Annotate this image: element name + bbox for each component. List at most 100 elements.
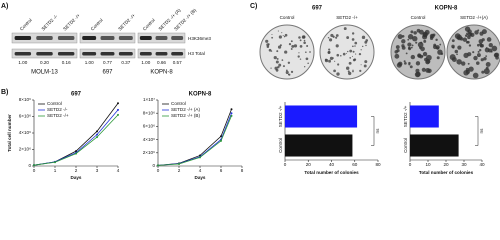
colony-dot [265, 39, 269, 43]
colony-dot [299, 45, 303, 48]
colony-dot [456, 53, 458, 56]
colony-dot [416, 28, 421, 33]
y-tick-label: 4×10⁶ [143, 137, 155, 142]
colony-dot [407, 38, 410, 41]
colony-dot [395, 45, 400, 49]
bar [410, 134, 459, 157]
colony-dot [270, 67, 272, 69]
colony-dot [277, 45, 282, 49]
colony-dot [364, 60, 368, 64]
colony-dot [430, 36, 433, 39]
row-label: H3 Total [188, 51, 205, 56]
colony-dot [328, 48, 331, 51]
colony-dot [348, 61, 352, 65]
blot-signal [14, 52, 32, 56]
blot-signal [82, 52, 97, 56]
colony-dot [353, 58, 357, 61]
colony-dot [477, 50, 480, 53]
colony-dot [290, 40, 293, 43]
colony-dot [476, 43, 480, 47]
colony-dot [483, 68, 490, 75]
colony-dot [468, 66, 474, 72]
colony-dot [360, 64, 362, 66]
lane-label: Control [142, 18, 156, 32]
point [33, 164, 35, 167]
colony-dot [421, 67, 426, 72]
point [220, 139, 222, 142]
x-tick-label: 30 [461, 162, 467, 167]
colony-dot [273, 56, 277, 60]
colony-dot [414, 71, 421, 78]
colony-dot [281, 59, 284, 62]
colony-dot [472, 51, 475, 54]
y-tick-label: 0 [152, 163, 155, 168]
colony-dot [467, 62, 470, 65]
colony-dot [335, 36, 338, 39]
colony-dot [404, 61, 407, 65]
colony-dot [488, 42, 493, 48]
cell-line-label: 697 [102, 70, 113, 76]
colony-dot [351, 55, 353, 57]
colony-dot [401, 44, 405, 48]
blot-signal [155, 52, 168, 56]
colony-dot [271, 34, 273, 36]
colony-dot [481, 38, 485, 42]
x-tick-label: 6 [220, 168, 223, 173]
y-tick-label: 0 [28, 163, 31, 168]
colony-dot [291, 44, 295, 48]
colony-dot [474, 30, 479, 35]
colony-dot [480, 58, 484, 62]
colony-dot [364, 40, 368, 44]
colony-dot [408, 46, 411, 50]
x-tick-label: 60 [352, 162, 358, 167]
colony-dot [303, 41, 306, 45]
colony-dot [451, 39, 455, 43]
blot-signal [139, 36, 152, 40]
category-label: Control [403, 138, 408, 153]
panel-label: B) [1, 89, 8, 96]
legend-label: SETD2 -/- [47, 107, 68, 112]
colony-dot [363, 64, 367, 68]
y-tick-label: 1×10⁷ [143, 97, 155, 102]
colony-dot [410, 54, 416, 60]
colony-dot [420, 41, 423, 44]
point [178, 163, 180, 166]
colony-dot [290, 48, 293, 50]
colony-dot [476, 53, 481, 58]
point [157, 164, 159, 167]
colony-dot [473, 55, 478, 61]
ratio-label: 1.00 [141, 60, 150, 65]
x-tick-label: 40 [329, 162, 335, 167]
colony-dot [365, 44, 367, 47]
colony-dot [284, 33, 288, 37]
category-label: Control [278, 138, 283, 153]
colony-dot [403, 60, 406, 63]
colony-dot [278, 63, 282, 67]
x-axis-label: Total number of colonies [304, 170, 359, 175]
colony-dot [412, 36, 418, 42]
x-tick-label: 4 [199, 168, 202, 173]
x-axis-label: Days [71, 175, 82, 180]
colony-dot [343, 27, 347, 31]
point [117, 102, 119, 105]
colony-dot [328, 59, 332, 63]
colony-dot [334, 60, 336, 62]
colony-dot [405, 52, 408, 55]
colony-dot [417, 41, 424, 48]
dish-label: SETD2 -/+ [336, 15, 358, 20]
colony-dot [352, 69, 354, 71]
colony-dot [281, 32, 283, 34]
colony-dot [274, 66, 278, 70]
colony-dot [491, 45, 498, 52]
ratio-label: 0.20 [40, 60, 49, 65]
lane-label: SETD2 -/+ [62, 13, 81, 32]
legend-label: SETD2 -/+ (B) [171, 113, 200, 118]
colony-dot [275, 60, 279, 64]
colony-dot [287, 73, 290, 76]
ratio-label: 0.77 [103, 60, 112, 65]
y-tick-label: 6×10⁶ [143, 124, 155, 129]
colony-dot [348, 71, 352, 76]
blot-signal [155, 36, 168, 40]
colony-dot [347, 50, 349, 53]
colony-dot [297, 55, 300, 58]
